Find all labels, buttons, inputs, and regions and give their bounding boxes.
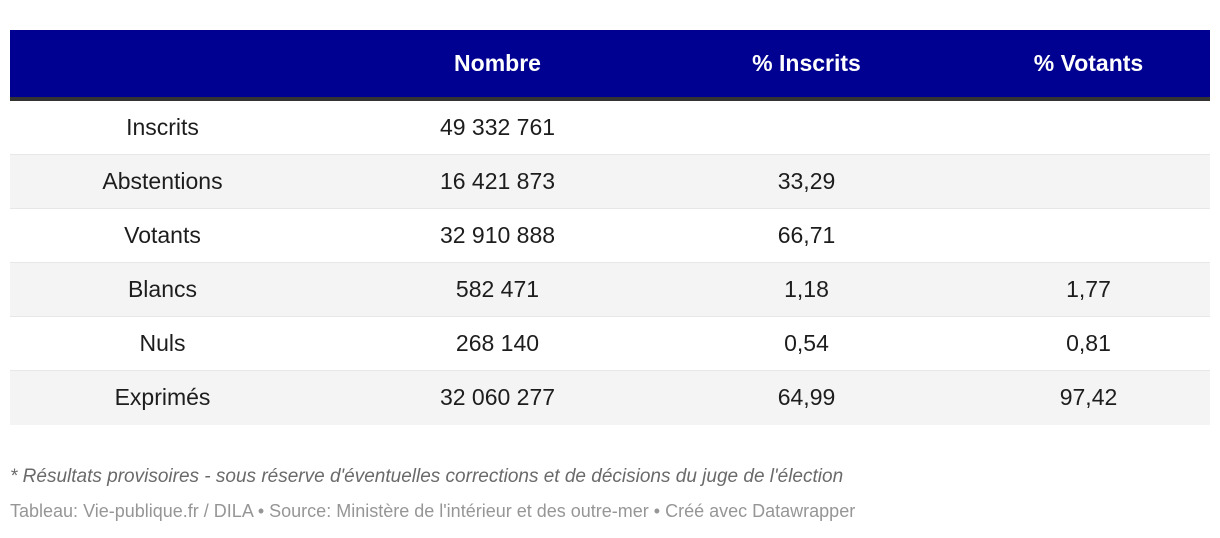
- header-cell-pct-inscrits: % Inscrits: [752, 50, 861, 76]
- table-row-abstentions: Abstentions 16 421 873 33,29: [10, 155, 1210, 209]
- row-label-cell: Votants: [124, 222, 201, 248]
- table-row-nuls: Nuls 268 140 0,54 0,81: [10, 317, 1210, 371]
- attribution-table-label: Tableau:: [10, 501, 84, 521]
- pct-votants-cell: [933, 155, 1210, 208]
- row-label-cell: Inscrits: [126, 114, 199, 140]
- table-row-blancs: Blancs 582 471 1,18 1,77: [10, 263, 1210, 317]
- table-row-votants: Votants 32 910 888 66,71: [10, 209, 1210, 263]
- attribution-table-link[interactable]: Vie-publique.fr / DILA: [83, 501, 253, 521]
- pct-inscrits-cell: 64,99: [777, 384, 836, 410]
- row-label-cell: Nuls: [139, 330, 186, 356]
- nombre-cell: 16 421 873: [439, 168, 556, 194]
- row-label-cell: Abstentions: [102, 168, 223, 194]
- footnote: * Résultats provisoires - sous réserve d…: [10, 466, 844, 487]
- nombre-cell: 32 060 277: [439, 384, 556, 410]
- results-table: Nombre % Inscrits % Votants Inscrits 49 …: [10, 30, 1210, 522]
- pct-votants-cell: 0,81: [1066, 330, 1111, 356]
- nombre-cell: 268 140: [455, 330, 540, 356]
- table-header-row: Nombre % Inscrits % Votants: [10, 30, 1210, 97]
- table-row-inscrits: Inscrits 49 332 761: [10, 101, 1210, 155]
- pct-votants-cell: [933, 101, 1210, 154]
- nombre-cell: 32 910 888: [439, 222, 556, 248]
- attribution-source-link[interactable]: Ministère de l'intérieur et des outre-me…: [336, 501, 649, 521]
- pct-inscrits-cell: [680, 101, 933, 154]
- header-divider: [10, 97, 1210, 101]
- row-label-cell: Blancs: [127, 276, 198, 302]
- attribution-separator: •: [648, 501, 666, 521]
- pct-votants-cell: 97,42: [1059, 384, 1118, 410]
- pct-inscrits-cell: 66,71: [777, 222, 836, 248]
- header-cell-rowlabel: [10, 30, 315, 97]
- row-label-cell: Exprimés: [114, 384, 211, 410]
- pct-inscrits-cell: 0,54: [784, 330, 829, 356]
- table-body: Inscrits 49 332 761 Abstentions 16 421 8…: [10, 101, 1210, 425]
- nombre-cell: 49 332 761: [439, 114, 556, 140]
- attribution-separator: •: [252, 501, 270, 521]
- pct-inscrits-cell: 1,18: [784, 276, 829, 302]
- header-cell-nombre: Nombre: [454, 50, 541, 76]
- nombre-cell: 582 471: [455, 276, 540, 302]
- table-row-exprimes: Exprimés 32 060 277 64,99 97,42: [10, 371, 1210, 425]
- attribution-source-label: Source:: [269, 501, 337, 521]
- pct-votants-cell: 1,77: [1066, 276, 1111, 302]
- header-cell-pct-votants: % Votants: [1033, 50, 1144, 76]
- attribution: Tableau: Vie-publique.fr / DILA • Source…: [10, 501, 1210, 522]
- pct-votants-cell: [933, 209, 1210, 262]
- pct-inscrits-cell: 33,29: [777, 168, 836, 194]
- attribution-datawrapper-link[interactable]: Datawrapper: [752, 501, 856, 521]
- attribution-created-label: Créé avec: [665, 501, 753, 521]
